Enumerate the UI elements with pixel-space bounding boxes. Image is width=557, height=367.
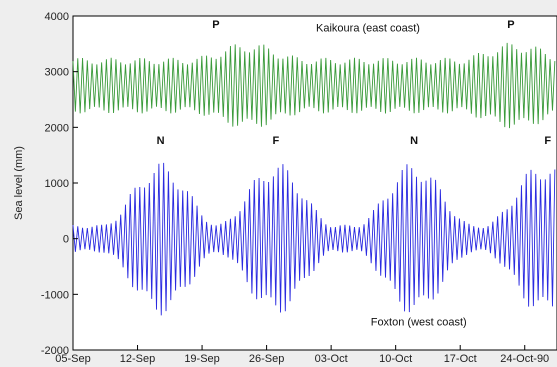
series-layer — [72, 42, 556, 316]
phase-marker-n: N — [157, 135, 165, 147]
phase-marker-f: F — [272, 135, 279, 147]
x-tick-label: 03-Oct — [315, 353, 348, 365]
y-axis-label: Sea level (mm) — [13, 146, 25, 220]
y-tick-label: 0 — [63, 234, 69, 246]
series-annotation: Foxton (west coast) — [371, 317, 467, 329]
y-tick-label: -1000 — [41, 289, 69, 301]
y-tick-label: 2000 — [45, 122, 69, 134]
y-tick-label: 3000 — [45, 67, 69, 79]
y-tick-label: -2000 — [41, 345, 69, 357]
series-line-kaikoura — [72, 42, 556, 129]
y-tick-label: 1000 — [45, 178, 69, 190]
phase-marker-p: P — [507, 19, 514, 31]
x-tick-label: 19-Sep — [184, 353, 219, 365]
x-tick-label: 17-Oct — [444, 353, 477, 365]
series-annotation: Kaikoura (east coast) — [316, 23, 420, 35]
phase-marker-p: P — [212, 19, 219, 31]
y-tick-label: 4000 — [45, 11, 69, 23]
x-tick-label: 12-Sep — [120, 353, 155, 365]
series-line-foxton — [72, 162, 556, 316]
annotation-layer: P P N F N F Kaikoura (east coast) Foxton (west … — [157, 19, 552, 328]
x-tick-label: 24-Oct-90 — [500, 353, 549, 365]
x-tick-label: 05-Sep — [55, 353, 90, 365]
x-tick-label: 26-Sep — [249, 353, 284, 365]
x-tick-label: 10-Oct — [379, 353, 412, 365]
phase-marker-f: F — [544, 135, 551, 147]
plot-area — [72, 15, 557, 351]
phase-marker-n: N — [410, 135, 418, 147]
